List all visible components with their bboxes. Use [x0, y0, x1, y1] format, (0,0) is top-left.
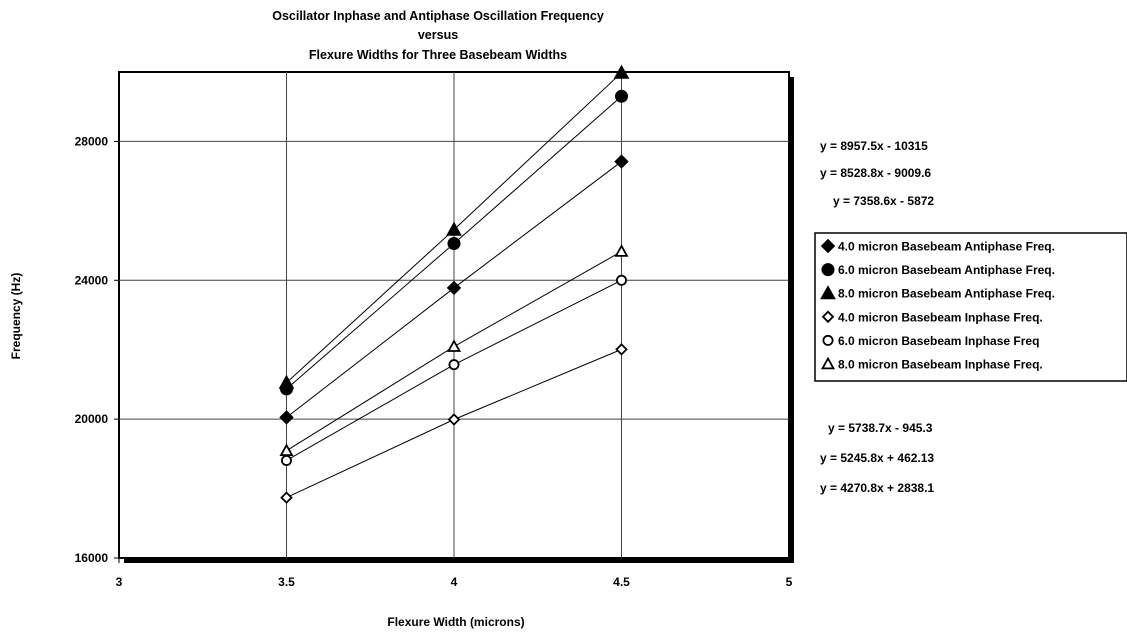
legend-marker-1 — [821, 263, 835, 277]
legend-marker-4 — [822, 334, 834, 346]
data-point-s1-p2 — [615, 89, 628, 103]
x-tick-label: 5 — [786, 575, 793, 589]
legend-marker-3 — [821, 310, 835, 324]
legend-entry-1: 6.0 micron Basebeam Antiphase Freq. — [838, 263, 1055, 277]
x-tick-label: 4.5 — [613, 575, 630, 589]
legend-marker-2 — [820, 285, 836, 300]
legend-entry-0: 4.0 micron Basebeam Antiphase Freq. — [838, 240, 1055, 254]
data-point-s4-p1 — [448, 359, 460, 371]
chart-title-line-2: versus — [418, 28, 458, 42]
legend-box — [814, 232, 1127, 382]
data-point-s0-p0 — [279, 410, 294, 425]
y-tick-label: 28000 — [75, 134, 109, 148]
x-axis-title: Flexure Width (microns) — [387, 615, 524, 629]
chart-title-line-3: Flexure Widths for Three Basebeam Widths — [309, 48, 567, 62]
y-axis-ticks: 16000 20000 24000 28000 — [75, 134, 119, 565]
legend-entry-5: 8.0 micron Basebeam Inphase Freq. — [838, 358, 1043, 372]
data-point-s2-p0 — [278, 374, 295, 389]
data-point-s4-p2 — [616, 274, 628, 286]
data-point-s3-p2 — [615, 343, 628, 356]
data-point-s0-p2 — [614, 154, 629, 169]
data-point-s4-p0 — [280, 454, 292, 466]
chart-title-line-1: Oscillator Inphase and Antiphase Oscilla… — [272, 9, 604, 23]
x-axis-ticks: 3 3.5 4 4.5 5 — [116, 558, 793, 589]
equation-bottom-1: y = 5738.7x - 945.3 — [828, 421, 933, 435]
data-point-s5-p1 — [446, 339, 462, 352]
x-tick-label: 3.5 — [278, 575, 295, 589]
legend-marker-0 — [820, 238, 836, 254]
y-tick-label: 24000 — [75, 273, 109, 287]
data-point-s1-p1 — [447, 236, 461, 250]
data-point-s5-p2 — [614, 244, 629, 257]
equation-bottom-2: y = 5245.8x + 462.13 — [820, 451, 934, 465]
data-point-s3-p1 — [447, 413, 461, 426]
data-point-s3-p0 — [280, 491, 293, 504]
legend: 4.0 micron Basebeam Antiphase Freq. 6.0 m… — [820, 238, 1055, 372]
data-point-s0-p1 — [446, 280, 462, 296]
x-tick-label: 4 — [451, 575, 458, 589]
data-point-s2-p2 — [613, 64, 630, 79]
x-tick-label: 3 — [116, 575, 123, 589]
legend-entry-3: 4.0 micron Basebeam Inphase Freq. — [838, 310, 1043, 324]
series-markers — [278, 64, 630, 504]
data-point-s5-p0 — [279, 443, 294, 457]
gridlines — [119, 72, 789, 558]
y-tick-label: 20000 — [75, 412, 109, 426]
equation-top-2: y = 8528.8x - 9009.6 — [820, 166, 931, 180]
legend-entry-2: 8.0 micron Basebeam Antiphase Freq. — [838, 287, 1055, 301]
legend-entry-4: 6.0 micron Basebeam Inphase Freq — [838, 334, 1039, 348]
equation-top-1: y = 8957.5x - 10315 — [820, 139, 928, 153]
y-axis-title: Frequency (Hz) — [9, 273, 23, 360]
data-point-s2-p1 — [446, 221, 462, 236]
y-tick-label: 16000 — [75, 551, 109, 565]
equation-bottom-3: y = 4270.8x + 2838.1 — [820, 481, 934, 495]
legend-marker-5 — [820, 356, 836, 370]
equation-top-3: y = 7358.6x - 5872 — [833, 194, 934, 208]
